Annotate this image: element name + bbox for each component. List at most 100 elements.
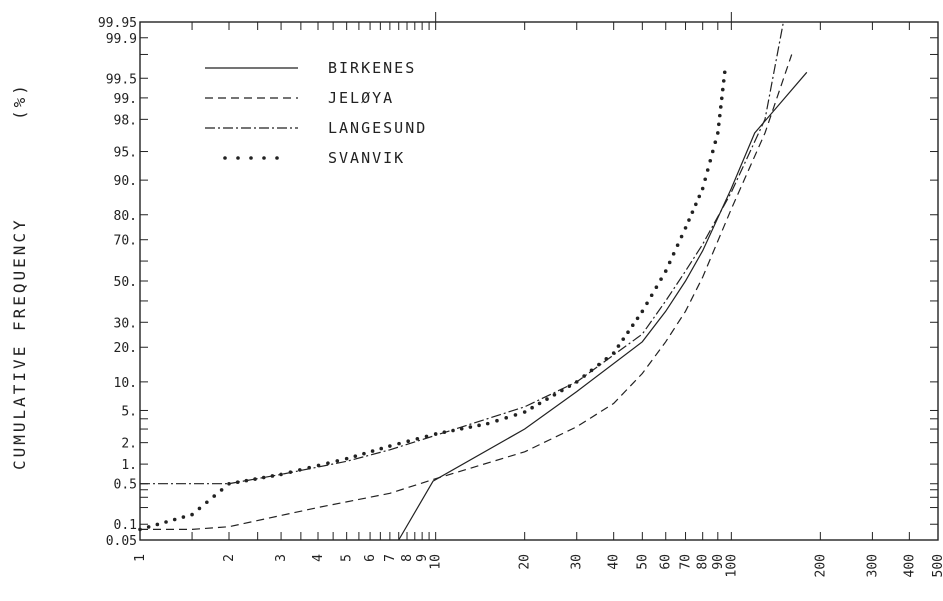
series-point	[244, 478, 249, 483]
series-point	[560, 388, 564, 393]
series-point	[574, 380, 579, 384]
x-tick-label: 2	[222, 554, 237, 562]
series-point	[582, 374, 586, 378]
series-point	[705, 168, 710, 172]
series-point	[205, 500, 209, 505]
series-point	[716, 122, 721, 127]
y-tick-label: 99.	[114, 92, 137, 107]
series-point	[611, 351, 616, 355]
legend-swatch-dot	[275, 156, 279, 160]
series-point	[545, 397, 549, 401]
series-point	[708, 158, 713, 163]
series-point	[397, 441, 401, 446]
series-point	[212, 494, 217, 498]
x-tick-label: 5	[340, 554, 355, 562]
series-point	[675, 243, 680, 247]
legend-label: BIRKENES	[328, 59, 416, 77]
y-tick-label: 50.	[114, 275, 137, 290]
y-tick-label: 0.05	[106, 534, 137, 549]
series-point	[288, 470, 293, 474]
legend-label: SVANVIK	[328, 149, 405, 167]
legend-swatch-dot	[236, 156, 240, 160]
series-point	[227, 481, 231, 486]
x-tick-label: 100	[724, 554, 739, 577]
series-point	[316, 463, 321, 468]
series-point	[164, 520, 168, 524]
y-tick-label: 80.	[114, 209, 137, 224]
series-point	[459, 426, 464, 431]
series-point	[522, 410, 527, 414]
series-point	[344, 456, 349, 461]
series-point	[537, 401, 542, 406]
y-tick-label: 70.	[114, 234, 137, 249]
series-point	[567, 384, 572, 388]
axis-titles: CUMULATIVE FREQUENCY (%)	[10, 82, 29, 470]
series-point	[663, 269, 668, 273]
legend-item: SVANVIK	[223, 149, 405, 167]
x-tick-label: 9	[415, 554, 430, 562]
x-tick-label: 200	[813, 554, 828, 577]
y-tick-label: 99.5	[106, 72, 137, 87]
series-point	[667, 260, 672, 265]
x-tick-label: 1	[133, 554, 148, 562]
x-tick-label: 90	[711, 554, 726, 570]
series-point	[477, 423, 481, 428]
y-tick-label: 99.9	[106, 32, 137, 47]
y-tick-label: 1.	[121, 458, 137, 473]
y-tick-label: 98.	[114, 113, 137, 128]
x-tick-label: 70	[679, 554, 694, 570]
series-point	[326, 461, 330, 465]
legend-swatch-dot	[249, 156, 253, 160]
series-point	[621, 337, 626, 341]
series-langesund	[140, 21, 784, 485]
series-point	[190, 512, 194, 517]
legend-item: LANGESUND	[205, 119, 425, 137]
y-tick-label: 2.	[121, 437, 137, 452]
series-point	[530, 405, 534, 410]
series-point	[197, 506, 202, 511]
series-point	[433, 432, 438, 436]
series-point	[697, 194, 702, 199]
series-birkenes	[398, 71, 808, 541]
series-point	[451, 428, 455, 433]
series-point	[172, 517, 177, 522]
y-tick-label: 95.	[114, 146, 137, 161]
series-point	[253, 477, 257, 481]
series-point	[495, 418, 499, 423]
series-point	[307, 465, 311, 470]
y-tick-label: 5.	[121, 404, 137, 419]
series-point	[604, 357, 609, 361]
y-tick-label: 0.1	[114, 518, 137, 533]
series-point	[630, 323, 635, 328]
x-tick-label: 4	[311, 554, 326, 562]
series-point	[687, 218, 691, 222]
series-point	[298, 468, 302, 472]
series-point	[415, 436, 420, 441]
y-axis-title: CUMULATIVE FREQUENCY	[10, 217, 29, 470]
x-tick-label: 60	[659, 554, 674, 570]
x-tick-label: 300	[865, 554, 880, 577]
plot-frame	[139, 21, 939, 541]
legend-swatch-dot	[223, 156, 227, 160]
series-point	[279, 472, 283, 477]
series-point	[717, 113, 722, 118]
legend-item: JELØYA	[205, 89, 392, 107]
series-point	[716, 131, 720, 135]
series-point	[138, 527, 142, 532]
y-tick-label: 90.	[114, 174, 137, 189]
series-point	[424, 434, 429, 439]
series-point	[645, 301, 649, 306]
series-point	[379, 446, 384, 451]
series-jelya	[140, 54, 793, 530]
series-point	[181, 515, 186, 519]
series-line	[140, 21, 784, 485]
series-point	[721, 79, 726, 83]
y-tick-label: 99.95	[98, 16, 137, 31]
x-tick-label: 80	[696, 554, 711, 570]
series-point	[683, 226, 688, 230]
x-tick-label: 8	[400, 554, 415, 562]
series-point	[589, 368, 594, 373]
x-tick-label: 6	[363, 554, 378, 562]
y-tick-label: 20.	[114, 341, 137, 356]
